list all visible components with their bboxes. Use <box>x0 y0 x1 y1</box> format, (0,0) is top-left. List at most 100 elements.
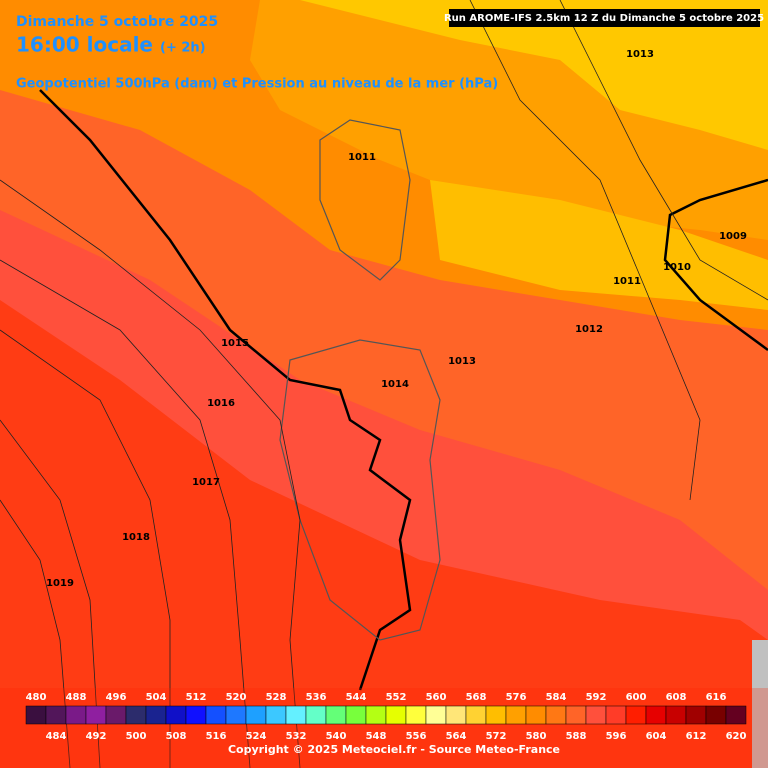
date-title: Dimanche 5 octobre 2025 <box>16 14 218 30</box>
isobar <box>0 419 101 768</box>
colorbar-swatch <box>585 705 607 725</box>
isobar-label: 1019 <box>46 578 74 589</box>
coastline <box>279 339 441 641</box>
colorbar-label: 544 <box>346 692 367 703</box>
colorbar-swatch <box>445 705 467 725</box>
colorbar-swatch <box>305 705 327 725</box>
isobar-label: 1013 <box>448 356 476 367</box>
border-lines <box>39 89 768 691</box>
colorbar-label: 556 <box>406 731 427 742</box>
colorbar-label: 620 <box>726 731 747 742</box>
colorbar-label: 588 <box>566 731 587 742</box>
isobar-label: 1010 <box>663 262 691 273</box>
run-label: Run AROME-IFS 2.5km 12 Z du Dimanche 5 o… <box>444 13 764 24</box>
colorbar-swatch <box>225 705 247 725</box>
colorbar-swatch <box>545 705 567 725</box>
isobar-label: 1014 <box>381 379 409 390</box>
colorbar-label: 604 <box>646 731 667 742</box>
colorbar-swatch <box>385 705 407 725</box>
colorbar-swatch <box>705 705 727 725</box>
colorbar-label: 584 <box>546 692 567 703</box>
colorbar-label: 480 <box>26 692 47 703</box>
colorbar-label: 572 <box>486 731 507 742</box>
time-offset: (+ 2h) <box>160 41 206 56</box>
colorbar-swatch <box>125 705 147 725</box>
isobar <box>559 0 768 301</box>
colorbar-label: 576 <box>506 692 527 703</box>
colorbar-swatch <box>625 705 647 725</box>
isobar <box>0 179 301 768</box>
colorbar-swatch <box>365 705 387 725</box>
colorbar-label: 608 <box>666 692 687 703</box>
colorbar-swatch <box>325 705 347 725</box>
isobar-label: 1016 <box>207 398 235 409</box>
colorbar-swatch <box>245 705 267 725</box>
colorbar-label: 516 <box>206 731 227 742</box>
colorbar: 480 484 488 492 496 500 504 508 512 516 520 524 528 5… <box>26 692 747 742</box>
time-title: 16:00 locale <box>16 33 153 57</box>
colorbar-label: 504 <box>146 692 167 703</box>
colorbar-swatch <box>285 705 307 725</box>
copyright: Copyright © 2025 Meteociel.fr - Source M… <box>228 743 560 756</box>
colorbar-label: 536 <box>306 692 327 703</box>
isobar-label: 1012 <box>575 324 603 335</box>
isobar-label: 1015 <box>221 338 249 349</box>
isobar-label: 1013 <box>626 49 654 60</box>
colorbar-label: 548 <box>366 731 387 742</box>
isobar-label: 1011 <box>348 152 376 163</box>
colorbar-label: 540 <box>326 731 347 742</box>
coastlines <box>279 119 441 641</box>
colorbar-swatch <box>145 705 167 725</box>
isobar-label: 1009 <box>719 231 747 242</box>
colorbar-swatch <box>665 705 687 725</box>
isobar <box>0 329 171 768</box>
colorbar-swatch <box>605 705 627 725</box>
colorbar-swatch <box>65 705 87 725</box>
isobar-label: 1017 <box>192 477 220 488</box>
colorbar-swatch <box>85 705 107 725</box>
coastline <box>319 119 411 281</box>
colorbar-backdrop <box>0 688 768 768</box>
colorbar-label: 508 <box>166 731 187 742</box>
isobar <box>0 259 251 768</box>
colorbar-label: 500 <box>126 731 147 742</box>
colorbar-label: 560 <box>426 692 447 703</box>
colorbar-label: 492 <box>86 731 107 742</box>
band-yellow <box>300 0 768 150</box>
colorbar-swatch <box>165 705 187 725</box>
colorbar-label: 552 <box>386 692 407 703</box>
colorbar-swatch <box>685 705 707 725</box>
colorbar-swatch <box>185 705 207 725</box>
no-data-area <box>752 640 768 768</box>
colorbar-swatch <box>485 705 507 725</box>
colorbar-label: 612 <box>686 731 707 742</box>
colorbar-swatch <box>525 705 547 725</box>
colorbar-swatch <box>205 705 227 725</box>
colorbar-swatch <box>425 705 447 725</box>
colorbar-label: 484 <box>46 731 67 742</box>
colorbar-swatch <box>725 705 747 725</box>
colorbar-label: 592 <box>586 692 607 703</box>
border <box>39 89 412 691</box>
band-yellow-orange <box>430 180 768 310</box>
colorbar-swatch <box>405 705 427 725</box>
colorbar-swatch <box>25 705 47 725</box>
colorbar-label: 580 <box>526 731 547 742</box>
colorbar-swatch <box>505 705 527 725</box>
colorbar-label: 564 <box>446 731 467 742</box>
isobar-label: 1011 <box>613 276 641 287</box>
run-label-box <box>449 9 760 27</box>
colorbar-swatch <box>265 705 287 725</box>
colorbar-label: 520 <box>226 692 247 703</box>
colorbar-label: 596 <box>606 731 627 742</box>
colorbar-swatch <box>105 705 127 725</box>
colorbar-label: 524 <box>246 731 267 742</box>
colorbar-swatch <box>45 705 67 725</box>
colorbar-label: 568 <box>466 692 487 703</box>
colorbar-label: 488 <box>66 692 87 703</box>
colorbar-label: 528 <box>266 692 287 703</box>
isobar <box>469 0 701 501</box>
colorbar-label: 600 <box>626 692 647 703</box>
colorbar-label: 512 <box>186 692 207 703</box>
